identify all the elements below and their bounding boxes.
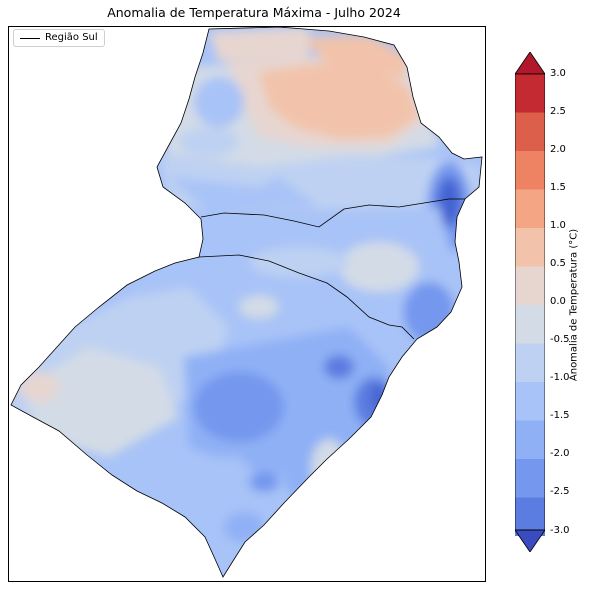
colorbar-swatch — [515, 74, 545, 113]
colorbar-swatch — [515, 459, 545, 498]
colorbar-tick: -1.5 — [550, 410, 570, 421]
colorbar-under-arrow — [515, 529, 545, 552]
legend-label: Região Sul — [45, 32, 98, 43]
map-svg — [10, 27, 483, 578]
colorbar-swatch — [515, 189, 545, 228]
colorbar-tick: 0.5 — [550, 258, 566, 269]
map-axes — [8, 26, 486, 582]
colorbar-tick: -2.0 — [550, 448, 570, 459]
colorbar-tick: -0.5 — [550, 334, 570, 345]
anomaly-field — [11, 27, 482, 577]
colorbar-frame — [515, 73, 545, 531]
map-legend: Região Sul — [13, 29, 105, 47]
colorbar-swatch — [515, 343, 545, 382]
colorbar-tick: -1.0 — [550, 372, 570, 383]
map-title: Anomalia de Temperatura Máxima - Julho 2… — [107, 5, 401, 20]
legend-line-swatch — [20, 38, 40, 39]
colorbar-tick: 0.0 — [550, 296, 566, 307]
colorbar-tick: 2.0 — [550, 144, 566, 155]
colorbar — [515, 52, 545, 552]
colorbar-tick: 1.0 — [550, 220, 566, 231]
region-outline — [10, 27, 483, 578]
colorbar-swatch — [515, 497, 545, 536]
colorbar-swatch — [515, 305, 545, 344]
sc-rs-border — [198, 254, 415, 340]
colorbar-label: Anomalia de Temperatura (°C) — [568, 228, 580, 382]
colorbar-swatch — [515, 112, 545, 151]
colorbar-over-arrow — [515, 52, 545, 75]
colorbar-tick: 1.5 — [550, 182, 566, 193]
colorbar-tick: 2.5 — [550, 106, 566, 117]
pr-sc-border — [200, 198, 465, 228]
colorbar-swatch — [515, 420, 545, 459]
colorbar-swatch — [515, 151, 545, 190]
colorbar-swatch — [515, 228, 545, 267]
colorbar-swatch — [515, 266, 545, 305]
colorbar-swatch — [515, 382, 545, 421]
colorbar-tick: -3.0 — [550, 525, 570, 536]
colorbar-tick: 3.0 — [550, 68, 566, 79]
colorbar-tick: -2.5 — [550, 486, 570, 497]
